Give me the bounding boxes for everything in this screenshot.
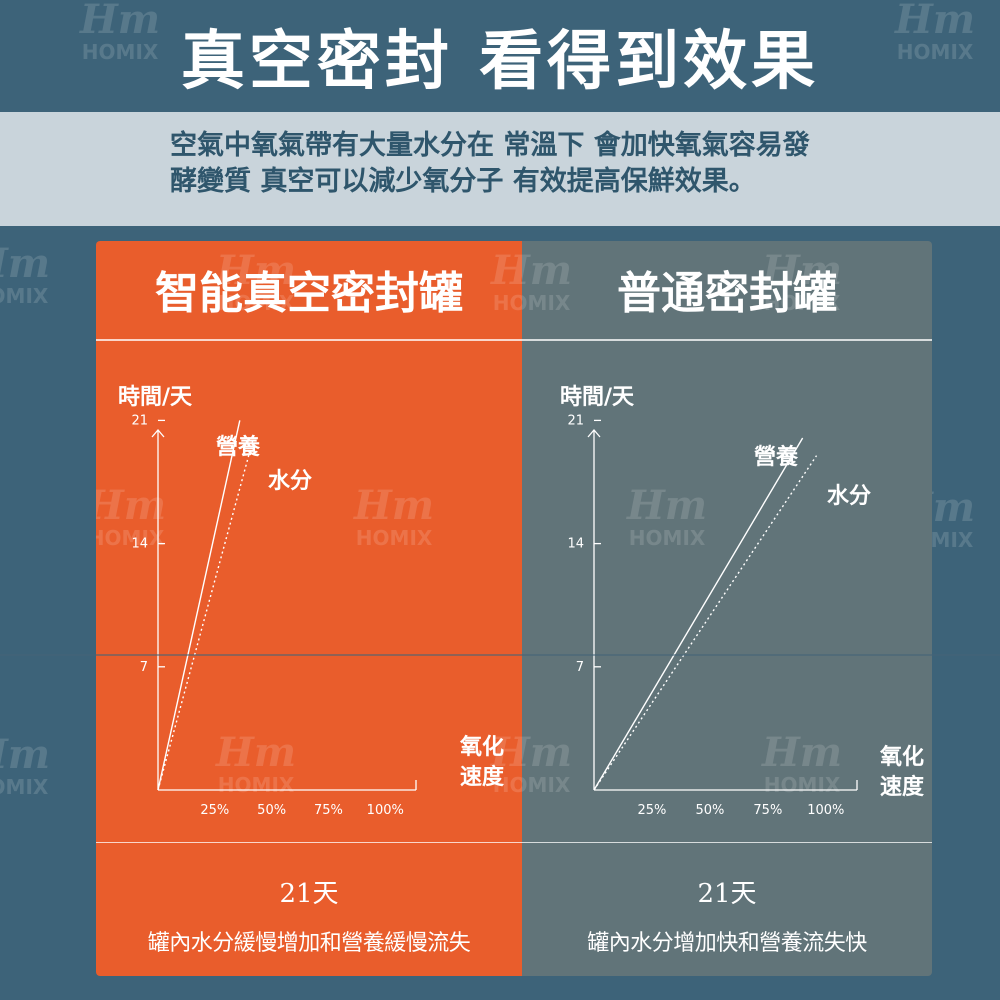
x-axis-title: 氧化速度 bbox=[879, 745, 924, 800]
y-tick-label: 7 bbox=[576, 660, 584, 675]
summary-text: 罐內水分增加快和營養流失快 bbox=[587, 931, 867, 956]
regular-seal-panel: 普通密封罐 7 14 21 25% 50% 75% 100% 時間/天 營養 水分 氧化速度… bbox=[522, 241, 932, 976]
oxidation-chart: 7 14 21 25% 50% 75% 100% 時間/天 營養 水分 氧化速度 bbox=[96, 361, 522, 831]
days-label: 21天 bbox=[279, 879, 339, 909]
days-label: 21天 bbox=[697, 879, 757, 909]
panel-divider bbox=[96, 842, 522, 843]
series-label-moisture: 水分 bbox=[827, 484, 872, 509]
intro-line-2: 酵變質 真空可以減少氧分子 有效提高保鮮效果。 bbox=[170, 166, 756, 197]
horizontal-guide-line bbox=[0, 654, 1000, 656]
panel-divider bbox=[522, 339, 932, 341]
x-tick-label: 75% bbox=[314, 803, 343, 818]
panel-divider bbox=[96, 339, 522, 341]
y-tick-label: 14 bbox=[567, 537, 584, 552]
page-title: 真空密封 看得到效果 bbox=[180, 24, 820, 99]
y-axis-arrow-icon bbox=[587, 429, 601, 438]
y-tick-label: 14 bbox=[131, 537, 148, 552]
chart-svg: 7 14 21 25% 50% 75% 100% bbox=[131, 413, 417, 818]
x-axis-title: 氧化速度 bbox=[459, 735, 504, 790]
y-tick-label: 7 bbox=[140, 660, 148, 675]
y-axis-title: 時間/天 bbox=[118, 385, 193, 410]
series-line-nutrition bbox=[593, 437, 804, 791]
x-tick-label: 100% bbox=[807, 803, 844, 818]
intro-line-1: 空氣中氧氣帶有大量水分在 常溫下 會加快氧氣容易發 bbox=[170, 130, 810, 161]
panel-title: 智能真空密封罐 bbox=[155, 268, 463, 319]
panel-title: 普通密封罐 bbox=[617, 268, 837, 319]
x-tick-label: 50% bbox=[257, 803, 286, 818]
y-tick-label: 21 bbox=[567, 413, 584, 428]
x-tick-label: 25% bbox=[200, 803, 229, 818]
summary-text: 罐內水分緩慢增加和營養緩慢流失 bbox=[147, 931, 471, 956]
y-tick-label: 21 bbox=[131, 413, 148, 428]
panel-divider bbox=[522, 842, 932, 843]
intro-text: 空氣中氧氣帶有大量水分在 常溫下 會加快氧氣容易發 酵變質 真空可以減少氧分子 … bbox=[170, 128, 930, 200]
y-axis-arrow-icon bbox=[151, 429, 165, 438]
chart-svg: 7 14 21 25% 50% 75% 100% bbox=[567, 413, 858, 818]
series-label-moisture: 水分 bbox=[268, 469, 313, 494]
x-tick-label: 25% bbox=[638, 803, 667, 818]
y-axis-title: 時間/天 bbox=[560, 385, 635, 410]
intro-band bbox=[0, 112, 1000, 226]
x-tick-label: 100% bbox=[367, 803, 404, 818]
series-label-nutrition: 營養 bbox=[754, 445, 799, 470]
series-line-nutrition bbox=[157, 420, 241, 791]
oxidation-chart: 7 14 21 25% 50% 75% 100% 時間/天 營養 水分 氧化速度 bbox=[522, 361, 932, 831]
x-tick-label: 50% bbox=[695, 803, 724, 818]
smart-vacuum-panel: 智能真空密封罐 7 14 21 25% 50% 75% 100% 時間/天 營養 水分 氧化… bbox=[96, 241, 522, 976]
x-tick-label: 75% bbox=[753, 803, 782, 818]
series-line-moisture bbox=[157, 437, 255, 791]
series-line-moisture bbox=[593, 455, 818, 791]
series-label-nutrition: 營養 bbox=[216, 435, 261, 460]
